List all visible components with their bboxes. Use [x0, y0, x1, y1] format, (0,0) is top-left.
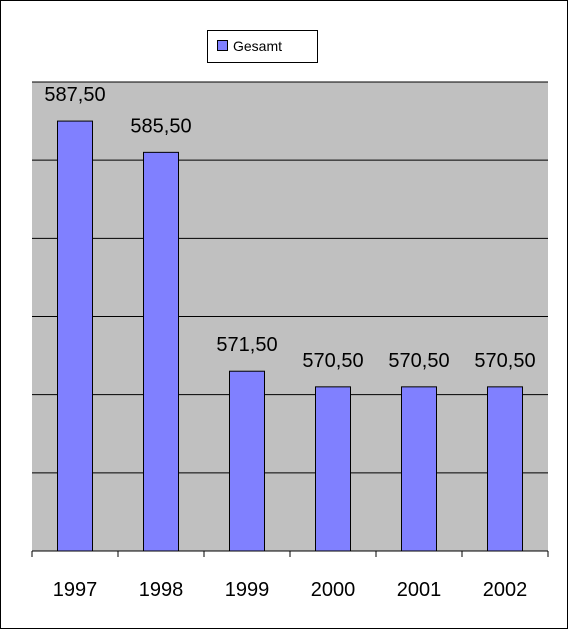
value-label: 570,50 — [474, 350, 535, 372]
value-label: 570,50 — [302, 350, 363, 372]
x-tick-label: 2002 — [483, 579, 528, 601]
bar — [315, 386, 351, 552]
bar — [57, 120, 93, 552]
bar — [401, 386, 437, 552]
bar — [487, 386, 523, 552]
x-tick-label: 1999 — [225, 579, 270, 601]
x-tick-label: 2001 — [397, 579, 442, 601]
value-label: 585,50 — [130, 115, 191, 137]
bar — [143, 151, 179, 552]
x-tick-label: 2000 — [311, 579, 356, 601]
bar — [229, 370, 265, 552]
x-tick-label: 1997 — [53, 579, 98, 601]
legend-label: Gesamt — [233, 38, 282, 54]
value-label: 570,50 — [388, 350, 449, 372]
value-label: 571,50 — [216, 334, 277, 356]
x-tick-label: 1998 — [139, 579, 184, 601]
value-label: 587,50 — [44, 84, 105, 106]
legend-swatch — [217, 40, 228, 51]
